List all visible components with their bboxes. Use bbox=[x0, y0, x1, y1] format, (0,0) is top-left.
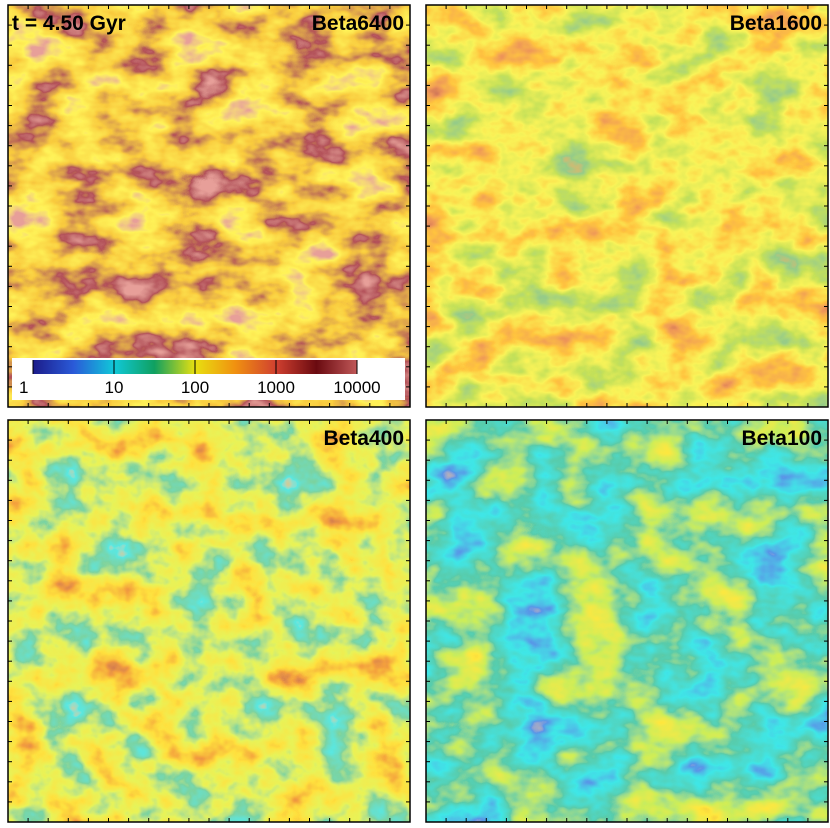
panel-image bbox=[8, 420, 410, 822]
time-label: t = 4.50 Gyr bbox=[12, 12, 126, 35]
colorbar-tick-label: 1 bbox=[19, 378, 28, 397]
panel-image bbox=[8, 5, 410, 407]
colorbar-tick-label: 100 bbox=[181, 378, 209, 397]
panel-title: Beta400 bbox=[323, 427, 404, 450]
panel-title: Beta6400 bbox=[312, 12, 404, 35]
colorbar-tick-label: 1000 bbox=[257, 378, 295, 397]
colorbar-tick-label: 10000 bbox=[333, 378, 380, 397]
panel-title: Beta100 bbox=[741, 427, 822, 450]
colorbar: 1 10 100 1000 10000 bbox=[12, 358, 405, 400]
panels bbox=[7, 4, 829, 823]
colorbar-tick-label: 10 bbox=[105, 378, 124, 397]
panel-image bbox=[426, 420, 828, 822]
panel-image bbox=[426, 5, 828, 407]
panel-title: Beta1600 bbox=[730, 12, 822, 35]
